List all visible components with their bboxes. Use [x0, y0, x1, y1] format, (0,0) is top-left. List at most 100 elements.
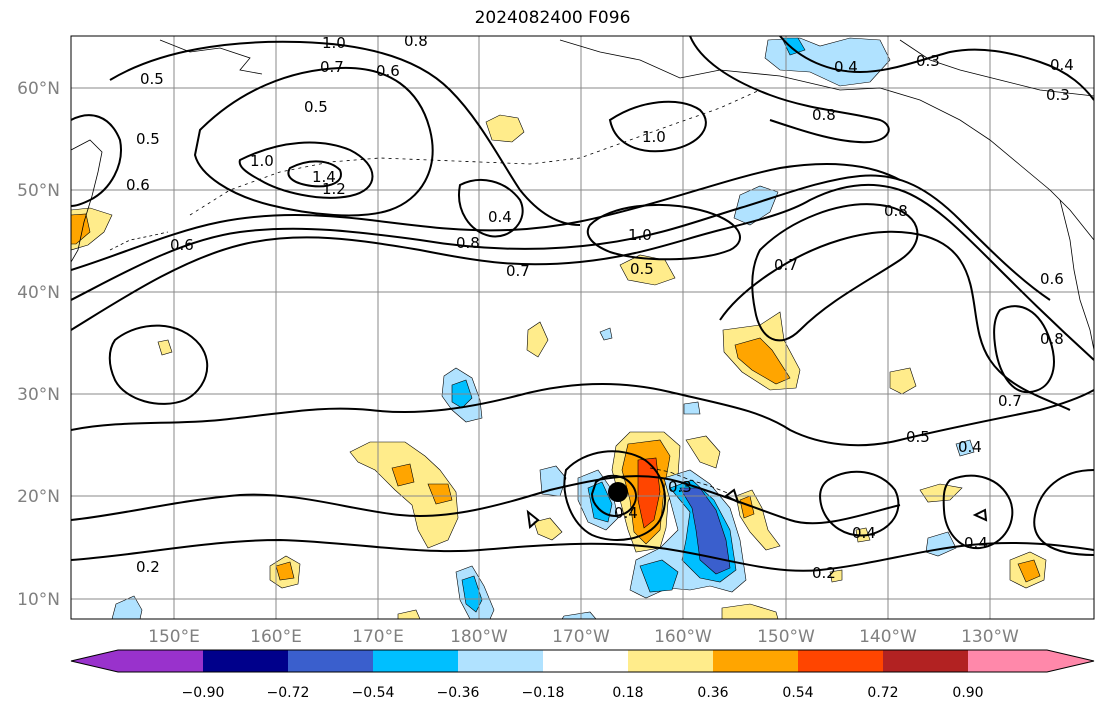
shade-blue — [639, 559, 679, 593]
colorbar-tick-label: −0.90 — [182, 685, 225, 701]
shade-orange — [739, 495, 755, 519]
shading-layer — [71, 37, 1047, 619]
contour-label: 0.3 — [668, 478, 692, 496]
colorbar-tick-label: 0.72 — [867, 685, 898, 701]
contour-label: 0.2 — [136, 558, 160, 576]
siberia-coast — [159, 39, 263, 75]
contour-line — [779, 36, 1094, 101]
shade-lightblue — [733, 185, 779, 226]
contour-label: 0.2 — [812, 564, 836, 582]
contour-line — [71, 174, 1051, 301]
kuril-islands — [109, 231, 169, 251]
contour-label: 0.6 — [376, 62, 400, 80]
contour-label: 1.0 — [628, 226, 652, 244]
contour-label: 0.5 — [906, 428, 930, 446]
lon-tick-label: 140°W — [859, 627, 917, 647]
shade-yellow — [919, 483, 963, 503]
lon-axis: 150°E 160°E 170°E 180°W 170°W 160°W 150°… — [148, 627, 1019, 647]
colorbar-tick-label: −0.72 — [267, 685, 310, 701]
contour-line — [71, 383, 1094, 447]
lat-axis: 10°N 20°N 30°N 40°N 50°N 60°N — [17, 79, 60, 610]
contour-label: 1.0 — [250, 152, 274, 170]
contour-label: 0.3 — [1046, 86, 1070, 104]
contour-label: 0.4 — [488, 208, 512, 226]
aleutian-islands — [189, 89, 761, 216]
colorbar-segment — [968, 650, 1047, 672]
lon-tick-label: 160°W — [654, 627, 712, 647]
contour-line — [71, 538, 1094, 572]
contour-line — [993, 305, 1055, 394]
contour-label: 0.7 — [320, 58, 344, 76]
contour-label: 0.7 — [774, 256, 798, 274]
contour-line — [608, 100, 707, 153]
contour-line — [458, 179, 524, 238]
contour-line — [819, 470, 900, 537]
shade-orange — [391, 463, 415, 487]
shade-yellow — [721, 603, 779, 619]
kamchatka-coast — [71, 139, 103, 263]
contour-label: 0.6 — [170, 236, 194, 254]
colorbar-segment — [883, 650, 968, 672]
contour-label: 0.8 — [812, 106, 836, 124]
shade-orange — [71, 213, 91, 245]
lat-tick-label: 60°N — [17, 79, 60, 99]
shade-lightblue — [111, 595, 143, 619]
colorbar-tick-label: 0.36 — [697, 685, 728, 701]
contour-label: 0.3 — [916, 52, 940, 70]
colorbar-tick-label: −0.54 — [352, 685, 395, 701]
colorbar-segment — [203, 650, 288, 672]
lon-tick-label: 170°E — [352, 627, 404, 647]
contour-line — [71, 163, 901, 271]
contour-line — [193, 66, 434, 217]
shade-orange — [427, 483, 453, 505]
contour-line — [942, 474, 1014, 550]
contour-line — [563, 450, 666, 541]
shade-yellow — [526, 321, 549, 358]
contour-line — [71, 114, 122, 207]
contour-line — [689, 36, 890, 144]
contour-line — [287, 160, 342, 188]
contour-label: 0.7 — [998, 392, 1022, 410]
shade-yellow — [533, 517, 563, 541]
lon-tick-label: 180°W — [450, 627, 508, 647]
shade-yellow — [349, 441, 459, 549]
contour-label: 1.4 — [312, 168, 336, 186]
lon-tick-label: 150°W — [757, 627, 815, 647]
map-frame — [70, 35, 1095, 620]
contour-label: 0.5 — [140, 70, 164, 88]
colorbar-segment — [798, 650, 883, 672]
shade-blue — [587, 481, 613, 523]
contour-label: 0.6 — [1040, 270, 1064, 288]
contour-label: 0.5 — [304, 98, 328, 116]
lat-tick-label: 20°N — [17, 487, 60, 507]
colorbar-segment — [543, 650, 628, 672]
colorbar-tick-label: −0.36 — [437, 685, 480, 701]
contour-line — [71, 183, 1094, 361]
shade-orange — [275, 561, 295, 581]
colorbar-extend-min — [71, 650, 118, 672]
shade-yellow — [157, 339, 173, 356]
lon-tick-label: 130°W — [961, 627, 1019, 647]
contour-line — [751, 203, 919, 342]
contour-label: 0.8 — [456, 234, 480, 252]
shade-lightblue — [599, 327, 613, 341]
contour-label: 0.4 — [964, 534, 988, 552]
contour-line — [1033, 469, 1094, 556]
colorbar-segment — [628, 650, 713, 672]
colorbar-tick-label: 0.18 — [612, 685, 643, 701]
colorbar-extend-max — [1047, 650, 1094, 672]
shade-lightblue — [955, 439, 975, 457]
contour-lines — [71, 36, 1094, 572]
lat-tick-label: 40°N — [17, 283, 60, 303]
coastlines — [71, 39, 1094, 495]
contour-line — [109, 40, 581, 226]
contour-label: 0.7 — [506, 262, 530, 280]
contour-line — [586, 204, 741, 261]
contour-label: 1.0 — [322, 34, 346, 52]
alaska-coast — [559, 39, 1094, 241]
map-background — [71, 36, 1094, 619]
contour-label: 0.5 — [136, 130, 160, 148]
colorbar-segment — [118, 650, 203, 672]
contour-line — [972, 508, 988, 522]
